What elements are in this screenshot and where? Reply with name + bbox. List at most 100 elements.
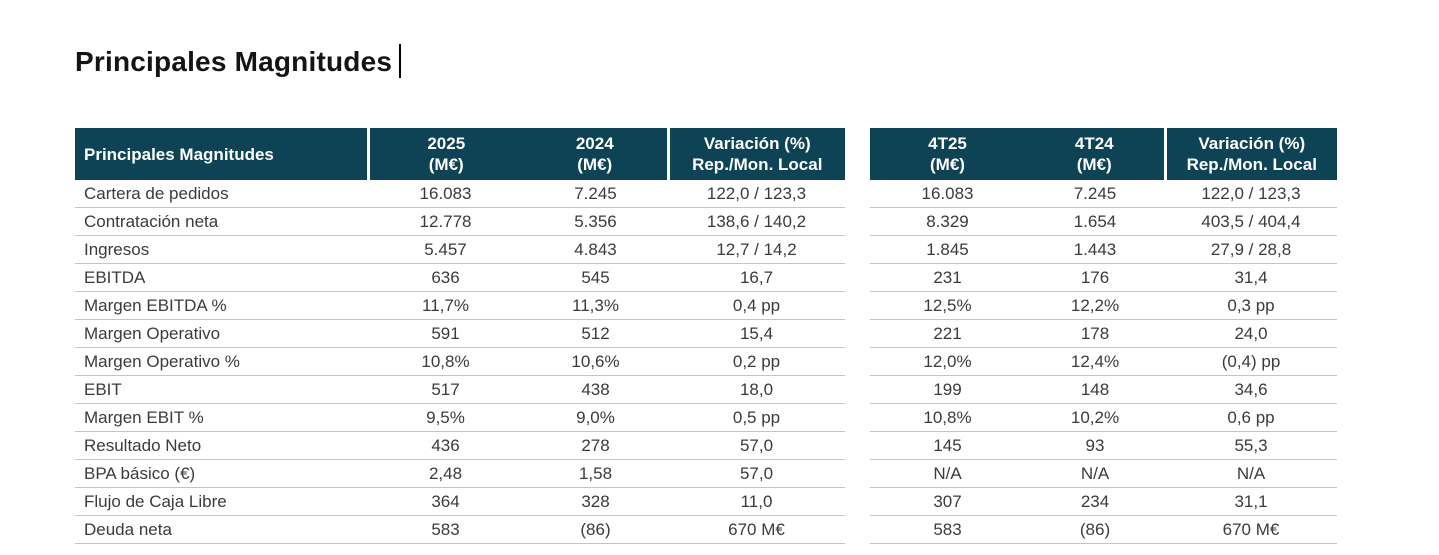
cell-variation: 670 M€ — [668, 515, 845, 544]
annual-header-2025-unit: (M€) — [428, 155, 464, 174]
cell-4t25: 583 — [870, 515, 1025, 544]
quarterly-header-variation: Variación (%) Rep./Mon. Local — [1163, 128, 1337, 180]
row-label: EBITDA — [75, 263, 368, 292]
page-title[interactable]: Principales Magnitudes — [75, 44, 402, 78]
cell-variation: 122,0 / 123,3 — [1165, 180, 1337, 208]
page-title-text[interactable]: Principales Magnitudes — [75, 46, 393, 77]
cell-variation: N/A — [1165, 459, 1337, 488]
cell-2025: 10,8% — [368, 347, 523, 376]
cell-variation: 122,0 / 123,3 — [668, 180, 845, 208]
cell-2025: 517 — [368, 375, 523, 404]
cell-2024: 278 — [523, 431, 668, 460]
cell-2024: 438 — [523, 375, 668, 404]
cell-2024: (86) — [523, 515, 668, 544]
row-label: Margen Operativo — [75, 319, 368, 348]
table-row: Ingresos 5.457 4.843 12,7 / 14,2 — [75, 235, 845, 264]
cell-variation: 57,0 — [668, 459, 845, 488]
cell-2024: 4.843 — [523, 235, 668, 264]
tables-container: Principales Magnitudes 2025 (M€) 2024 (M… — [75, 128, 1337, 544]
annual-header-2025: 2025 (M€) — [366, 128, 523, 180]
annual-header-2025-year: 2025 — [427, 134, 466, 153]
row-label: Flujo de Caja Libre — [75, 487, 368, 516]
annual-header-label: Principales Magnitudes — [75, 128, 368, 180]
cell-variation: 18,0 — [668, 375, 845, 404]
cell-4t25: 12,5% — [870, 291, 1025, 320]
cell-4t24: 176 — [1025, 263, 1165, 292]
annual-header-variation-line1: Variación (%) — [703, 134, 811, 153]
table-row: 10,8% 10,2% 0,6 pp — [870, 403, 1337, 432]
cell-variation: 12,7 / 14,2 — [668, 235, 845, 264]
table-row: 145 93 55,3 — [870, 431, 1337, 460]
cell-variation: 403,5 / 404,4 — [1165, 207, 1337, 236]
table-row: 307 234 31,1 — [870, 487, 1337, 516]
cell-4t25: 16.083 — [870, 180, 1025, 208]
row-label: Margen Operativo % — [75, 347, 368, 376]
cell-variation: (0,4) pp — [1165, 347, 1337, 376]
table-row: Margen EBITDA % 11,7% 11,3% 0,4 pp — [75, 291, 845, 320]
text-cursor — [399, 44, 402, 78]
cell-2024: 545 — [523, 263, 668, 292]
cell-4t24: 1.654 — [1025, 207, 1165, 236]
cell-variation: 27,9 / 28,8 — [1165, 235, 1337, 264]
quarterly-header-4t25-unit: (M€) — [930, 155, 965, 174]
table-row: EBIT 517 438 18,0 — [75, 375, 845, 404]
row-label: Ingresos — [75, 235, 368, 264]
cell-variation: 0,2 pp — [668, 347, 845, 376]
annual-header-variation: Variación (%) Rep./Mon. Local — [666, 128, 845, 180]
cell-2025: 583 — [368, 515, 523, 544]
table-row: 12,0% 12,4% (0,4) pp — [870, 347, 1337, 376]
table-row: 231 176 31,4 — [870, 263, 1337, 292]
cell-2025: 11,7% — [368, 291, 523, 320]
cell-2024: 328 — [523, 487, 668, 516]
cell-variation: 24,0 — [1165, 319, 1337, 348]
cell-4t25: 1.845 — [870, 235, 1025, 264]
cell-variation: 138,6 / 140,2 — [668, 207, 845, 236]
cell-2025: 16.083 — [368, 180, 523, 208]
cell-4t24: 234 — [1025, 487, 1165, 516]
table-row: Deuda neta 583 (86) 670 M€ — [75, 515, 845, 544]
cell-variation: 15,4 — [668, 319, 845, 348]
cell-variation: 34,6 — [1165, 375, 1337, 404]
annual-header-2024-unit: (M€) — [577, 155, 613, 174]
cell-2024: 1,58 — [523, 459, 668, 488]
table-row: EBITDA 636 545 16,7 — [75, 263, 845, 292]
row-label: Cartera de pedidos — [75, 180, 368, 208]
cell-2024: 10,6% — [523, 347, 668, 376]
table-row: Resultado Neto 436 278 57,0 — [75, 431, 845, 460]
row-label: EBIT — [75, 375, 368, 404]
cell-4t25: N/A — [870, 459, 1025, 488]
annual-table: Principales Magnitudes 2025 (M€) 2024 (M… — [75, 128, 845, 544]
table-row: Margen EBIT % 9,5% 9,0% 0,5 pp — [75, 403, 845, 432]
cell-4t25: 199 — [870, 375, 1025, 404]
cell-2024: 7.245 — [523, 180, 668, 208]
cell-4t25: 10,8% — [870, 403, 1025, 432]
quarterly-header-variation-line2: Rep./Mon. Local — [1186, 155, 1317, 174]
row-label: Margen EBIT % — [75, 403, 368, 432]
row-label: Resultado Neto — [75, 431, 368, 460]
cell-4t24: N/A — [1025, 459, 1165, 488]
table-row: 199 148 34,6 — [870, 375, 1337, 404]
table-row: Cartera de pedidos 16.083 7.245 122,0 / 123… — [75, 180, 845, 208]
cell-4t24: 1.443 — [1025, 235, 1165, 264]
annual-header-2024-year: 2024 — [575, 134, 614, 153]
table-row: N/A N/A N/A — [870, 459, 1337, 488]
row-label: Deuda neta — [75, 515, 368, 544]
quarterly-table: 4T25 (M€) 4T24 (M€) Variación (%) Rep./M… — [870, 128, 1337, 544]
quarterly-header-4t25: 4T25 (M€) — [870, 128, 1025, 180]
cell-2024: 512 — [523, 319, 668, 348]
quarterly-header-4t24: 4T24 (M€) — [1025, 128, 1165, 180]
cell-variation: 0,4 pp — [668, 291, 845, 320]
cell-variation: 0,5 pp — [668, 403, 845, 432]
cell-variation: 11,0 — [668, 487, 845, 516]
cell-2025: 636 — [368, 263, 523, 292]
cell-4t25: 307 — [870, 487, 1025, 516]
quarterly-header-row: 4T25 (M€) 4T24 (M€) Variación (%) Rep./M… — [870, 128, 1337, 180]
table-row: 16.083 7.245 122,0 / 123,3 — [870, 180, 1337, 208]
cell-4t24: 148 — [1025, 375, 1165, 404]
table-row: 583 (86) 670 M€ — [870, 515, 1337, 544]
table-row: 1.845 1.443 27,9 / 28,8 — [870, 235, 1337, 264]
cell-variation: 0,6 pp — [1165, 403, 1337, 432]
cell-variation: 57,0 — [668, 431, 845, 460]
annual-header-variation-line2: Rep./Mon. Local — [692, 155, 823, 174]
quarterly-header-variation-line1: Variación (%) — [1198, 134, 1306, 153]
